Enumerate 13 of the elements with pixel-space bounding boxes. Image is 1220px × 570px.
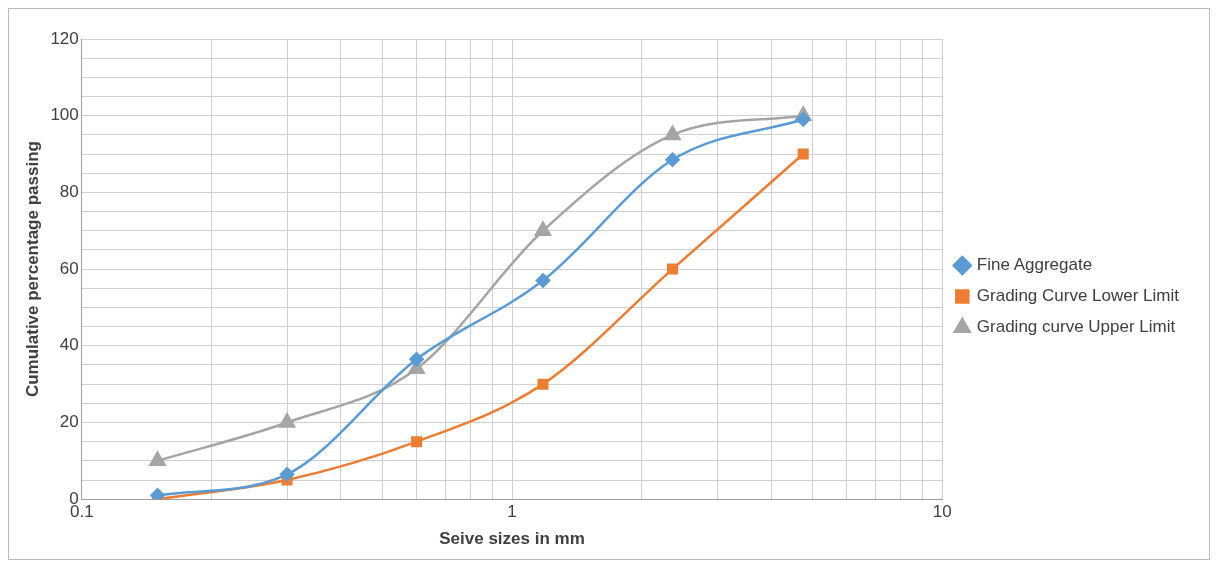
- legend-label: Grading curve Upper Limit: [976, 317, 1176, 337]
- legend-label: Fine Aggregate: [976, 255, 1093, 275]
- y-tick-label: 100: [50, 105, 79, 125]
- legend-label: Grading Curve Lower Limit: [976, 286, 1180, 306]
- x-axis-title: Seive sizes in mm: [439, 529, 585, 549]
- x-tick-label: 10: [932, 502, 952, 522]
- y-tick-label: 80: [59, 182, 79, 202]
- y-tick-label: 60: [59, 258, 79, 278]
- y-tick-label: 120: [50, 28, 79, 48]
- y-axis-title: Cumulative percentage passing: [22, 141, 42, 398]
- y-tick-label: 40: [59, 335, 79, 355]
- x-tick-label: 1: [507, 502, 517, 522]
- y-tick-label: 20: [59, 412, 79, 432]
